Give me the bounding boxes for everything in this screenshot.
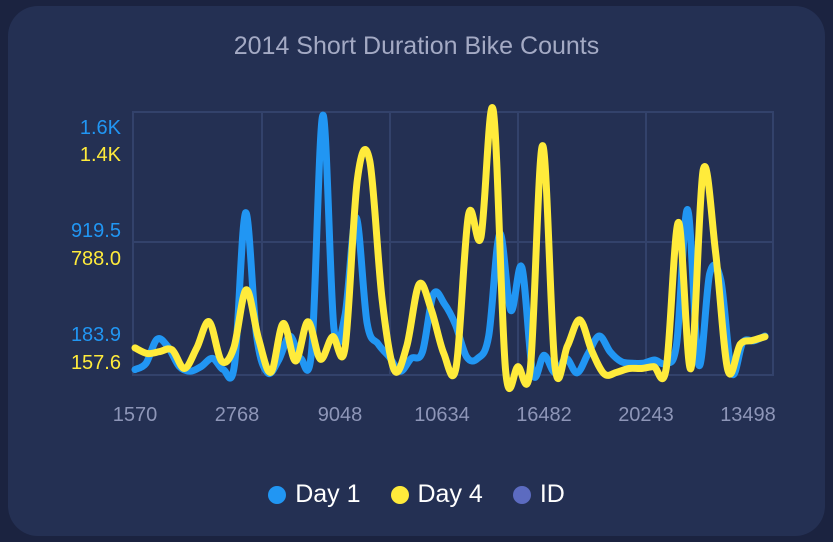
x-tick-label: 16482: [516, 404, 572, 426]
x-ticks: 1570 2768 9048 10634 16482 20243 13498: [113, 404, 776, 426]
legend-swatch-day4: [390, 485, 409, 504]
legend: Day 1 Day 4 ID: [0, 480, 833, 509]
grid: [132, 111, 774, 376]
series-line-day4: [131, 104, 769, 393]
x-tick-label: 2768: [215, 404, 260, 426]
legend-item-day4[interactable]: Day 4: [390, 480, 483, 509]
y-tick-label-day4: 157.6: [71, 352, 121, 374]
chart-title: 2014 Short Duration Bike Counts: [233, 32, 600, 60]
y-tick-label-day1: 919.5: [71, 220, 121, 242]
x-tick-label: 13498: [720, 404, 776, 426]
x-tick-label: 9048: [318, 404, 363, 426]
legend-label-day1: Day 1: [295, 480, 361, 508]
series-lines: [131, 104, 769, 393]
y-ticks: 1.6K 919.5 183.9 1.4K 788.0 157.6: [71, 117, 122, 374]
y-tick-label-day4: 788.0: [71, 248, 121, 270]
legend-swatch-id: [512, 485, 531, 504]
legend-label-day4: Day 4: [417, 480, 483, 508]
chart-card: [8, 6, 825, 536]
x-tick-label: 20243: [618, 404, 674, 426]
y-tick-label-day4: 1.4K: [80, 144, 122, 166]
y-tick-label-day1: 1.6K: [80, 117, 122, 139]
y-tick-label-day1: 183.9: [71, 324, 121, 346]
x-tick-label: 1570: [113, 404, 158, 426]
legend-swatch-day1: [268, 485, 287, 504]
legend-label-id: ID: [539, 480, 565, 508]
x-tick-label: 10634: [414, 404, 470, 426]
legend-item-id[interactable]: ID: [512, 480, 565, 509]
legend-item-day1[interactable]: Day 1: [268, 480, 361, 509]
